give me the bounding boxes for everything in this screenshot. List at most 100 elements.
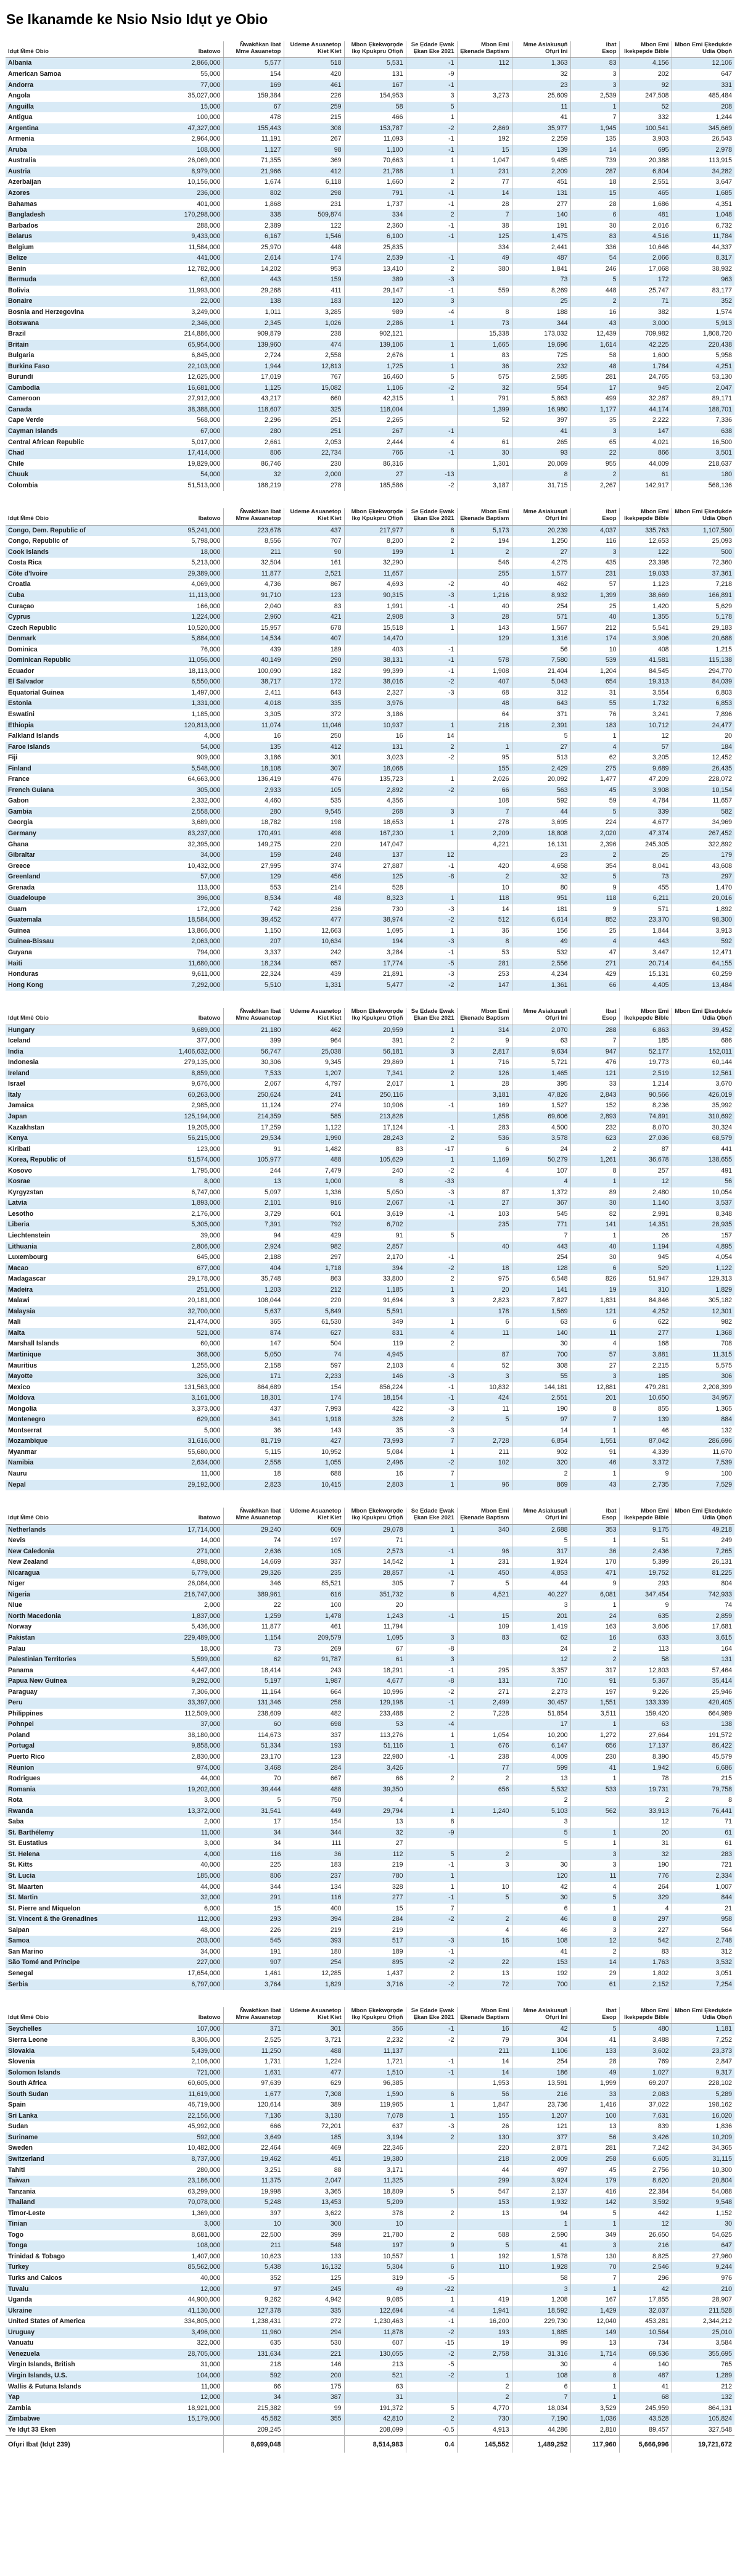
value-cell: 533 (570, 1784, 619, 1796)
country-cell: Guadeloupe (6, 893, 136, 904)
value-cell: 22,324 (223, 969, 284, 980)
value-cell: 11,325 (343, 2176, 406, 2187)
value-cell: 225 (223, 1860, 284, 1872)
table-row: Bosnia and Herzegovina 3,249,000 1,011 3,28… (6, 307, 734, 318)
value-cell: 49 (511, 936, 570, 948)
value-cell: 255 (456, 568, 512, 580)
value-cell: 1,055 (283, 1458, 344, 1469)
value-cell: 3,249,000 (191, 308, 221, 316)
column-header: Udeme Asuanetop Kiet Kiet (283, 508, 344, 526)
value-cell: 64,663,000 (187, 775, 221, 783)
value-cell (405, 329, 457, 340)
value-cell: 44 (511, 1579, 570, 1590)
value-cell: 48,000 (200, 1926, 221, 1934)
value-cell: -1 (405, 57, 457, 69)
value-cell: -1 (405, 199, 457, 210)
value-cell: 4,784 (619, 796, 672, 807)
country-cell: Chuuk (6, 469, 136, 481)
value-cell: 52 (456, 415, 512, 426)
value-cell: 45,579 (671, 1752, 734, 1763)
value-cell: 10,712 (619, 720, 672, 732)
value-cell: 57 (619, 741, 672, 753)
value-cell (405, 415, 457, 426)
value-cell: 68 (456, 687, 512, 699)
value-cell: 2,661 (223, 437, 284, 448)
value-cell: 44,000 (200, 1883, 221, 1891)
value-cell: -2 (405, 1957, 457, 1968)
value-cell: 31,316 (511, 2348, 570, 2360)
value-cell: 2,152 (619, 1979, 672, 1991)
value-cell: 10,564 (619, 2327, 672, 2339)
value-cell: -1 (405, 231, 457, 242)
value-cell: 945 (619, 1252, 672, 1263)
value-cell: 322,892 (671, 839, 734, 851)
country-cell: Kazakhstan (8, 1123, 44, 1131)
value-cell: 2,265 (343, 415, 406, 426)
table-row: South Africa 60,605,000 97,639 629 96,385 1,9… (6, 2078, 734, 2089)
value-cell: 864,689 (223, 1382, 284, 1393)
table-row: Nepal 29,192,000 2,823 10,415 2,803 1 96 869 43 2… (6, 1479, 734, 1491)
value-cell: 38,932 (671, 263, 734, 275)
value-cell: 1 (405, 2110, 457, 2122)
country-cell: Faroe Islands (6, 741, 136, 753)
country-cell: Saba (8, 1818, 24, 1826)
value-cell (136, 2425, 223, 2436)
value-cell: 25 (511, 296, 570, 307)
value-cell: 389,961 (223, 1589, 284, 1601)
value-cell: 1,027 (619, 2067, 672, 2079)
value-cell: 2,063,000 (136, 936, 223, 948)
value-cell: 244 (223, 1165, 284, 1177)
value-cell: 227 (619, 1925, 672, 1936)
value-cell: 2,444 (343, 437, 406, 448)
value-cell: 312 (671, 1946, 734, 1958)
value-cell: 128 (511, 1263, 570, 1274)
value-cell: 1,991 (343, 601, 406, 613)
value-cell (456, 469, 512, 481)
value-cell: 35 (570, 415, 619, 426)
value-cell: 352 (223, 2273, 284, 2284)
value-cell: -3 (405, 1936, 457, 1947)
column-header: Udeme Asuanetop Kiet Kiet (283, 1008, 344, 1025)
value-cell: 44,174 (619, 404, 672, 416)
value-cell: 5 (405, 372, 457, 383)
table-row: Bulgaria 6,845,000 2,724 2,558 2,676 1 83 725 58… (6, 350, 734, 361)
value-cell: 353 (570, 1524, 619, 1536)
value-cell: 6,853 (671, 698, 734, 709)
value-cell: 6 (456, 1317, 512, 1328)
value-cell: 3,976 (343, 698, 406, 709)
value-cell: 51,116 (343, 1741, 406, 1752)
value-cell: 499 (570, 394, 619, 405)
value-cell: 44,337 (671, 242, 734, 254)
value-cell: 3,716 (343, 1979, 406, 1991)
value-cell: 77,000 (136, 80, 223, 91)
value-cell: 8,236 (619, 1100, 672, 1112)
value-cell: 863 (283, 1274, 344, 1285)
value-cell: 424 (456, 1393, 512, 1404)
value-cell: 1,416 (570, 2100, 619, 2111)
value-cell: 60,263,000 (136, 1089, 223, 1101)
value-cell (456, 731, 512, 742)
country-cell: Vanuatu (8, 2339, 34, 2347)
value-cell: 53 (343, 1719, 406, 1730)
country-cell: Fiji (8, 754, 18, 762)
value-cell: 99 (511, 2338, 570, 2349)
value-cell: -1 (405, 947, 457, 959)
value-cell: 131,634 (223, 2348, 284, 2360)
value-cell: 267 (343, 426, 406, 437)
value-cell: 4,018 (223, 698, 284, 709)
value-cell: 24 (511, 1643, 570, 1655)
column-header: Mme Asiakusụñ Ofụri Ini (511, 41, 570, 59)
value-cell: 8,041 (619, 861, 672, 872)
value-cell: 100,541 (619, 123, 672, 134)
value-cell: 4 (570, 2359, 619, 2371)
value-cell: 211 (456, 2046, 512, 2057)
value-cell: 909,000 (197, 754, 221, 762)
value-cell: 1,181 (671, 2023, 734, 2035)
value-cell: 147 (223, 1339, 284, 1350)
value-cell: 22,103,000 (136, 361, 223, 373)
value-cell (405, 1220, 457, 1231)
value-cell: 351,732 (343, 1589, 406, 1601)
value-cell: 2,346,000 (136, 318, 223, 329)
value-cell: 147,047 (343, 839, 406, 851)
value-cell: 1,204 (570, 666, 619, 677)
